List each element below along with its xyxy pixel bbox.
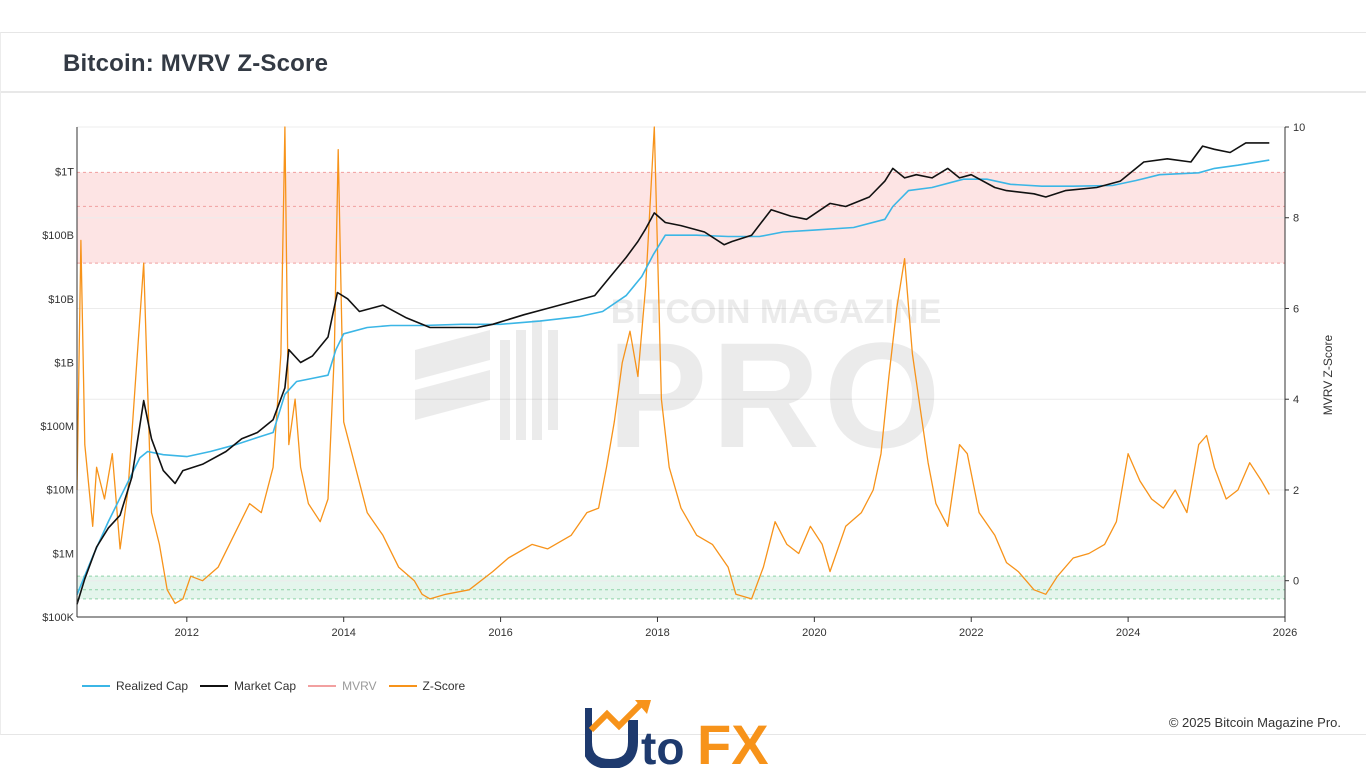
y-right-tick-label: 0 [1293, 576, 1299, 588]
legend-label: Realized Cap [116, 679, 189, 693]
legend-item[interactable]: MVRV [308, 679, 377, 693]
legend-label: Market Cap [234, 679, 297, 693]
y-left-tick-label: $10B [48, 294, 74, 306]
y-left-tick-label: $1B [54, 357, 74, 369]
watermark-line1: BITCOIN MAGAZINE [611, 293, 942, 331]
y-right-tick-label: 10 [1293, 122, 1305, 134]
utofx-logo: to FX [585, 700, 769, 768]
y-left-tick-label: $1M [53, 548, 74, 560]
x-tick-label: 2016 [488, 627, 512, 639]
x-tick-label: 2022 [959, 627, 983, 639]
x-tick-label: 2014 [331, 627, 355, 639]
watermark-line2: PRO [607, 311, 944, 479]
copyright: © 2025 Bitcoin Magazine Pro. [1168, 715, 1341, 730]
legend-item[interactable]: Market Cap [200, 679, 296, 693]
y-left-tick-label: $1T [55, 167, 74, 179]
y-left-tick-label: $100K [42, 612, 74, 624]
tick-labels: $100K $1M $10M $100M $1B $10B $100B $1T 0 2 4 6 8 10 2… [40, 122, 1305, 639]
watermark-icon [415, 320, 558, 440]
y-left-tick-label: $100B [42, 230, 74, 242]
legend-swatch [308, 685, 337, 687]
y-right-tick-label: 8 [1293, 213, 1299, 225]
logo-mark: to FX [585, 700, 769, 768]
svg-text:to: to [641, 722, 684, 768]
title-bar: Bitcoin: MVRV Z-Score [1, 33, 1366, 93]
x-tick-label: 2024 [1116, 627, 1140, 639]
y-right-axis-title: MVRV Z-Score [1321, 334, 1335, 415]
chart-card: Bitcoin: MVRV Z-Score [0, 32, 1366, 735]
series-market-cap [76, 142, 1270, 605]
x-tick-label: 2018 [645, 627, 669, 639]
series [76, 126, 1270, 605]
legend: Realized Cap Market Cap MVRV Z-Score [82, 678, 477, 694]
axes [76, 127, 1286, 618]
legend-label: MVRV [342, 679, 377, 693]
page-title: Bitcoin: MVRV Z-Score [63, 50, 329, 77]
y-right-tick-label: 2 [1293, 485, 1299, 497]
legend-swatch [388, 685, 417, 687]
series-z-score [76, 126, 1270, 605]
y-right-tick-label: 4 [1293, 394, 1299, 406]
watermark: BITCOIN MAGAZINE PRO [415, 293, 944, 479]
legend-label: Z-Score [422, 679, 466, 693]
y-left-tick-label: $10M [46, 485, 74, 497]
legend-swatch [200, 685, 229, 687]
svg-text:FX: FX [697, 713, 769, 768]
legend-item[interactable]: Z-Score [388, 679, 466, 693]
legend-swatch [82, 685, 110, 687]
y-left-tick-label: $100M [40, 421, 74, 433]
y-right-tick-label: 6 [1293, 303, 1299, 315]
x-tick-label: 2012 [175, 627, 199, 639]
green-zone-band [77, 576, 1285, 599]
series-realized-cap [76, 159, 1270, 596]
legend-item[interactable]: Realized Cap [82, 679, 188, 693]
x-tick-label: 2026 [1273, 627, 1297, 639]
x-tick-label: 2020 [802, 627, 826, 639]
